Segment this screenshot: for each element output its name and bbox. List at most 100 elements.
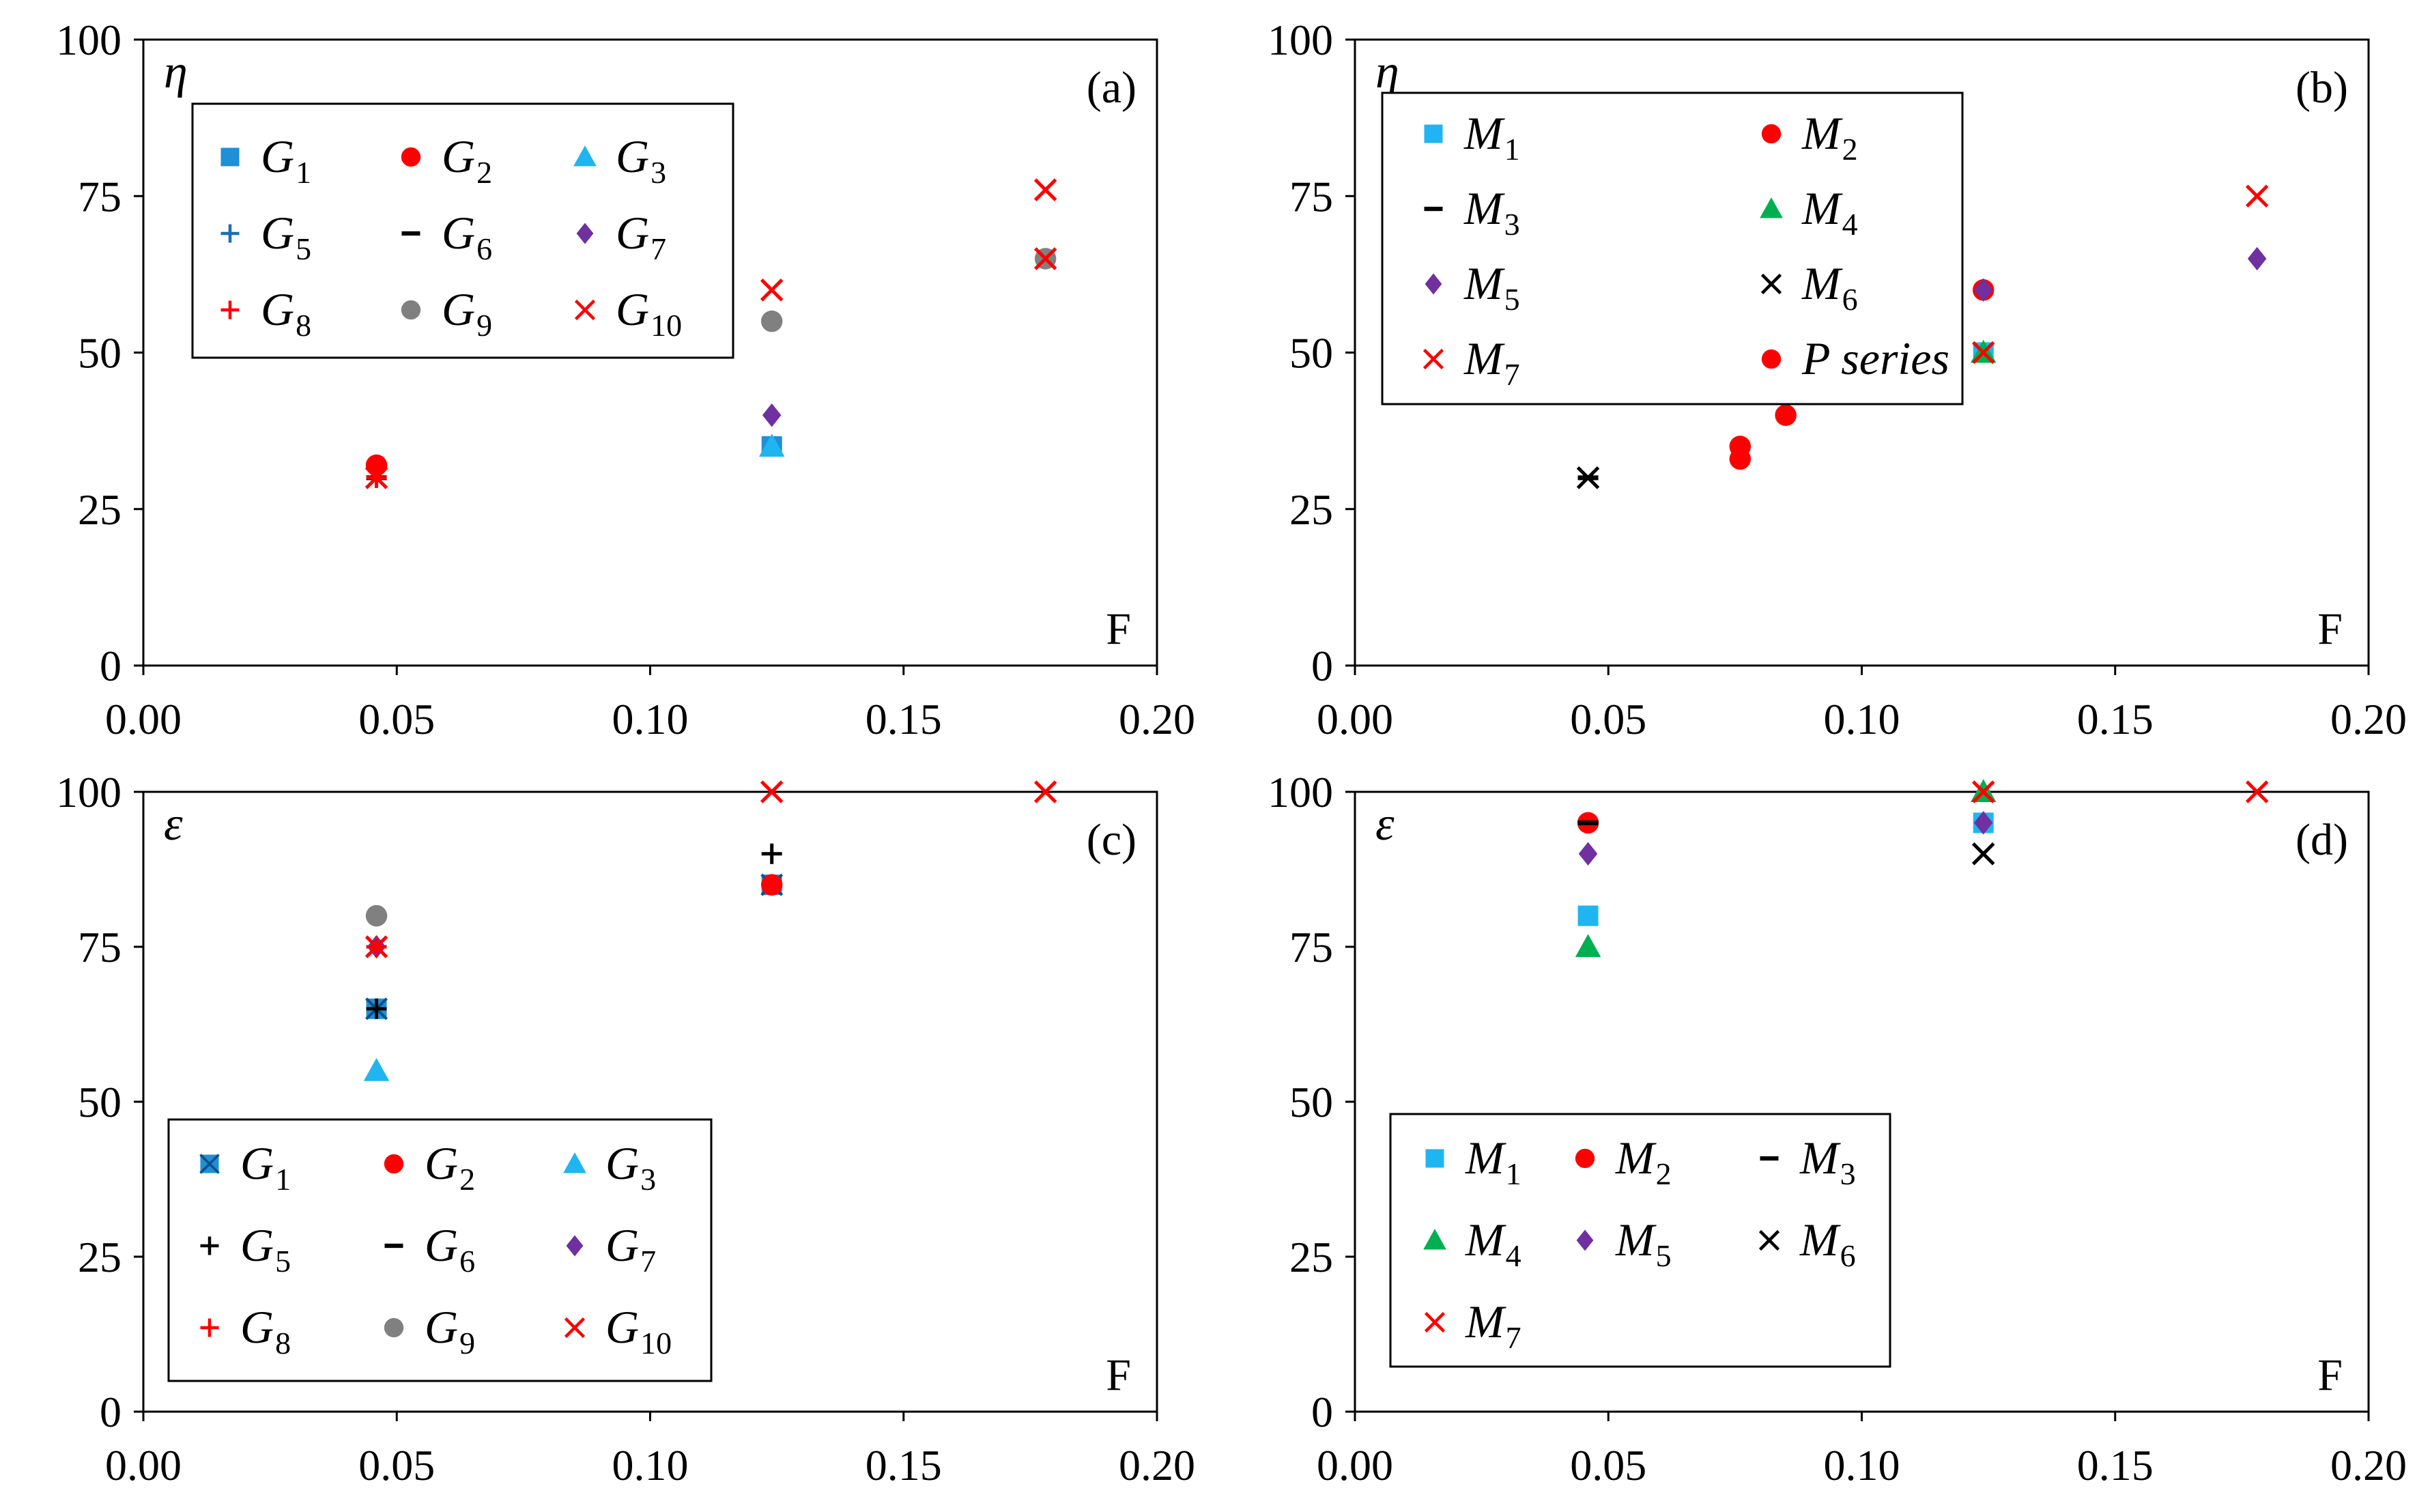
x-tick-label: 0.15 (2077, 1441, 2154, 1489)
y-tick-label: 100 (1268, 768, 1333, 816)
legend-marker (401, 300, 421, 320)
data-point (760, 310, 783, 332)
data-point (1971, 341, 1995, 365)
x-tick-label: 0.20 (1119, 1441, 1195, 1489)
x-tick-label: 0.10 (612, 1441, 689, 1489)
series-m6 (1971, 842, 1995, 866)
series-g7 (762, 403, 782, 427)
legend: M1 M2 M3 M4 M5 M6 M7 P series (1381, 91, 1964, 405)
y-tick-label: 75 (78, 923, 121, 971)
series-m1 (1577, 812, 1994, 926)
legend-label: M5 (1615, 1214, 1672, 1273)
legend-label: G7 (605, 1219, 656, 1279)
y-tick-label: 50 (1289, 1078, 1333, 1126)
x-tick-label: 0.00 (105, 1441, 182, 1489)
series-m4 (1575, 779, 1997, 957)
x-tick-label: 0.20 (2330, 1441, 2407, 1489)
series-g1 (365, 873, 784, 1021)
legend-marker (574, 299, 596, 321)
legend-label: G10 (616, 283, 682, 343)
legend-item: M7 (1424, 1296, 1521, 1355)
y-tick-label: 0 (100, 642, 121, 690)
legend-box (167, 1118, 713, 1382)
legend-box (1389, 1113, 1891, 1368)
legend-label: G9 (442, 283, 492, 343)
legend-label: G5 (240, 1219, 291, 1279)
legend-item: M5 (1425, 257, 1520, 317)
legend-marker (1424, 124, 1443, 143)
y-axis-label: ε (164, 798, 183, 851)
legend-marker (220, 147, 240, 167)
y-tick-label: 25 (1289, 1233, 1333, 1281)
series-g10 (364, 780, 1057, 958)
legend-item: M5 (1576, 1214, 1672, 1273)
legend-item: M4 (1423, 1214, 1521, 1273)
series-g10 (364, 178, 1057, 489)
legend-item: G5 (200, 1219, 291, 1279)
legend-marker (1760, 273, 1782, 295)
legend-label: M3 (1799, 1132, 1856, 1191)
data-point (366, 998, 387, 1019)
series-m7 (1971, 780, 2269, 803)
legend-label: P series (1801, 332, 1949, 384)
legend-marker (1425, 1149, 1444, 1168)
panel-label: (b) (2296, 63, 2348, 113)
series-m7 (1971, 184, 2269, 365)
legend-item: G7 (576, 207, 666, 266)
legend-item: M1 (1425, 1132, 1521, 1191)
series-g9 (365, 904, 388, 927)
legend-label: G1 (240, 1137, 291, 1197)
legend-label: M5 (1463, 257, 1520, 317)
y-tick-label: 50 (1289, 329, 1333, 377)
legend-marker (1760, 1156, 1779, 1161)
legend-item: G9 (401, 283, 492, 343)
series-g3 (758, 433, 785, 457)
legend-item: G10 (564, 1301, 672, 1360)
series-g3 (363, 1057, 390, 1081)
y-tick-label: 75 (1289, 172, 1333, 220)
legend-marker (573, 145, 597, 167)
legend-marker (1423, 348, 1444, 370)
data-point (1578, 842, 1598, 866)
legend-marker (1424, 1311, 1446, 1333)
legend-label: M2 (1615, 1132, 1672, 1191)
legend-item: P series (1761, 332, 1949, 384)
legend-label: M7 (1465, 1296, 1521, 1355)
legend-item: M6 (1758, 1214, 1856, 1273)
legend-marker (1425, 273, 1442, 295)
legend-marker (1758, 1229, 1780, 1251)
x-tick-label: 0.00 (105, 695, 182, 743)
data-point (1033, 178, 1057, 201)
legend-item: G6 (401, 207, 492, 266)
legend-item: M7 (1423, 332, 1520, 392)
series-m6 (1576, 466, 1600, 489)
legend-box (1381, 91, 1964, 405)
y-tick-label: 0 (1311, 642, 1333, 690)
legend-label: G3 (616, 130, 666, 190)
legend-label: G3 (605, 1137, 656, 1197)
y-tick-label: 0 (1311, 1388, 1333, 1436)
x-tick-label: 0.05 (358, 695, 435, 743)
legend-label: M3 (1463, 182, 1520, 242)
data-point (1971, 842, 1995, 866)
series-m5 (1578, 811, 1993, 866)
legend-item: M4 (1760, 182, 1858, 242)
data-point (1775, 404, 1797, 426)
legend-marker (1760, 197, 1783, 218)
data-point (760, 874, 783, 896)
legend-item: G10 (574, 283, 682, 343)
panel-label: (a) (1087, 63, 1137, 113)
legend-item: G7 (566, 1219, 656, 1279)
y-axis-label: ε (1375, 798, 1395, 851)
legend-label: G8 (240, 1301, 291, 1360)
x-tick-label: 0.00 (1317, 1441, 1393, 1489)
legend-item: G2 (401, 130, 492, 190)
legend-marker (1576, 1229, 1594, 1251)
x-tick-label: 0.05 (1570, 1441, 1646, 1489)
x-tick-label: 0.10 (612, 695, 689, 743)
series-g2 (760, 874, 783, 896)
